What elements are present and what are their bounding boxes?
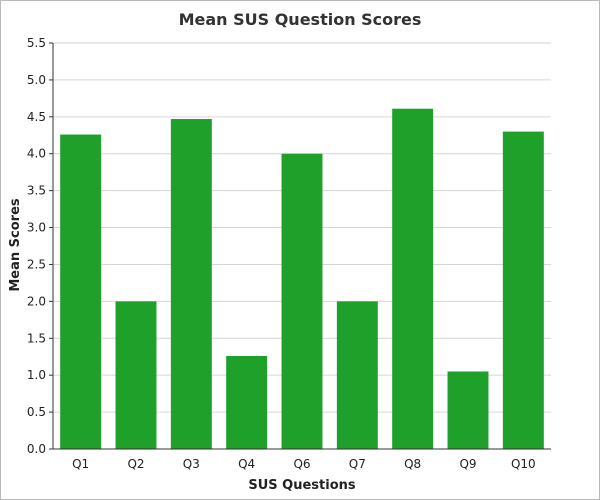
x-tick-label: Q2 — [127, 457, 144, 471]
bar-q6 — [281, 153, 323, 449]
bar-q9 — [447, 371, 489, 449]
x-tick-label: Q10 — [511, 457, 536, 471]
chart-title: Mean SUS Question Scores — [179, 10, 422, 29]
axes: 0.0 0.5 1.0 1.5 2.0 2.5 3.0 3.5 4.0 4.5 5.0 5.5 Q1 Q2… — [27, 36, 551, 471]
y-tick-label: 5.0 — [27, 73, 46, 87]
y-tick-label: 4.0 — [27, 147, 46, 161]
bar-q7 — [336, 301, 378, 449]
y-tick-label: 5.5 — [27, 36, 46, 50]
y-tick-label: 0.0 — [27, 442, 46, 456]
y-axis-title: Mean Scores — [8, 198, 23, 292]
bar-q2 — [115, 301, 157, 449]
x-tick-label: Q9 — [459, 457, 476, 471]
x-tick-label: Q3 — [183, 457, 200, 471]
y-tick-label: 2.5 — [27, 257, 46, 271]
x-tick-label: Q8 — [404, 457, 421, 471]
bar-q10 — [502, 131, 544, 449]
x-tick-label: Q4 — [238, 457, 255, 471]
x-tick-label: Q1 — [72, 457, 89, 471]
y-tick-label: 3.0 — [27, 221, 46, 235]
y-tick-label: 0.5 — [27, 405, 46, 419]
y-tick-label: 4.5 — [27, 110, 46, 124]
bars — [60, 108, 544, 450]
x-tick-label: Q7 — [349, 457, 366, 471]
y-tick-label: 3.5 — [27, 184, 46, 198]
y-tick-label: 1.5 — [27, 331, 46, 345]
bar-q1 — [60, 134, 102, 449]
x-axis-title: SUS Questions — [248, 478, 356, 493]
y-tick-label: 2.0 — [27, 294, 46, 308]
x-tick-label: Q6 — [293, 457, 310, 471]
bar-q4 — [226, 355, 268, 449]
bar-q8 — [392, 108, 434, 449]
y-tick-label: 1.0 — [27, 368, 46, 382]
bar-q3 — [170, 119, 212, 450]
